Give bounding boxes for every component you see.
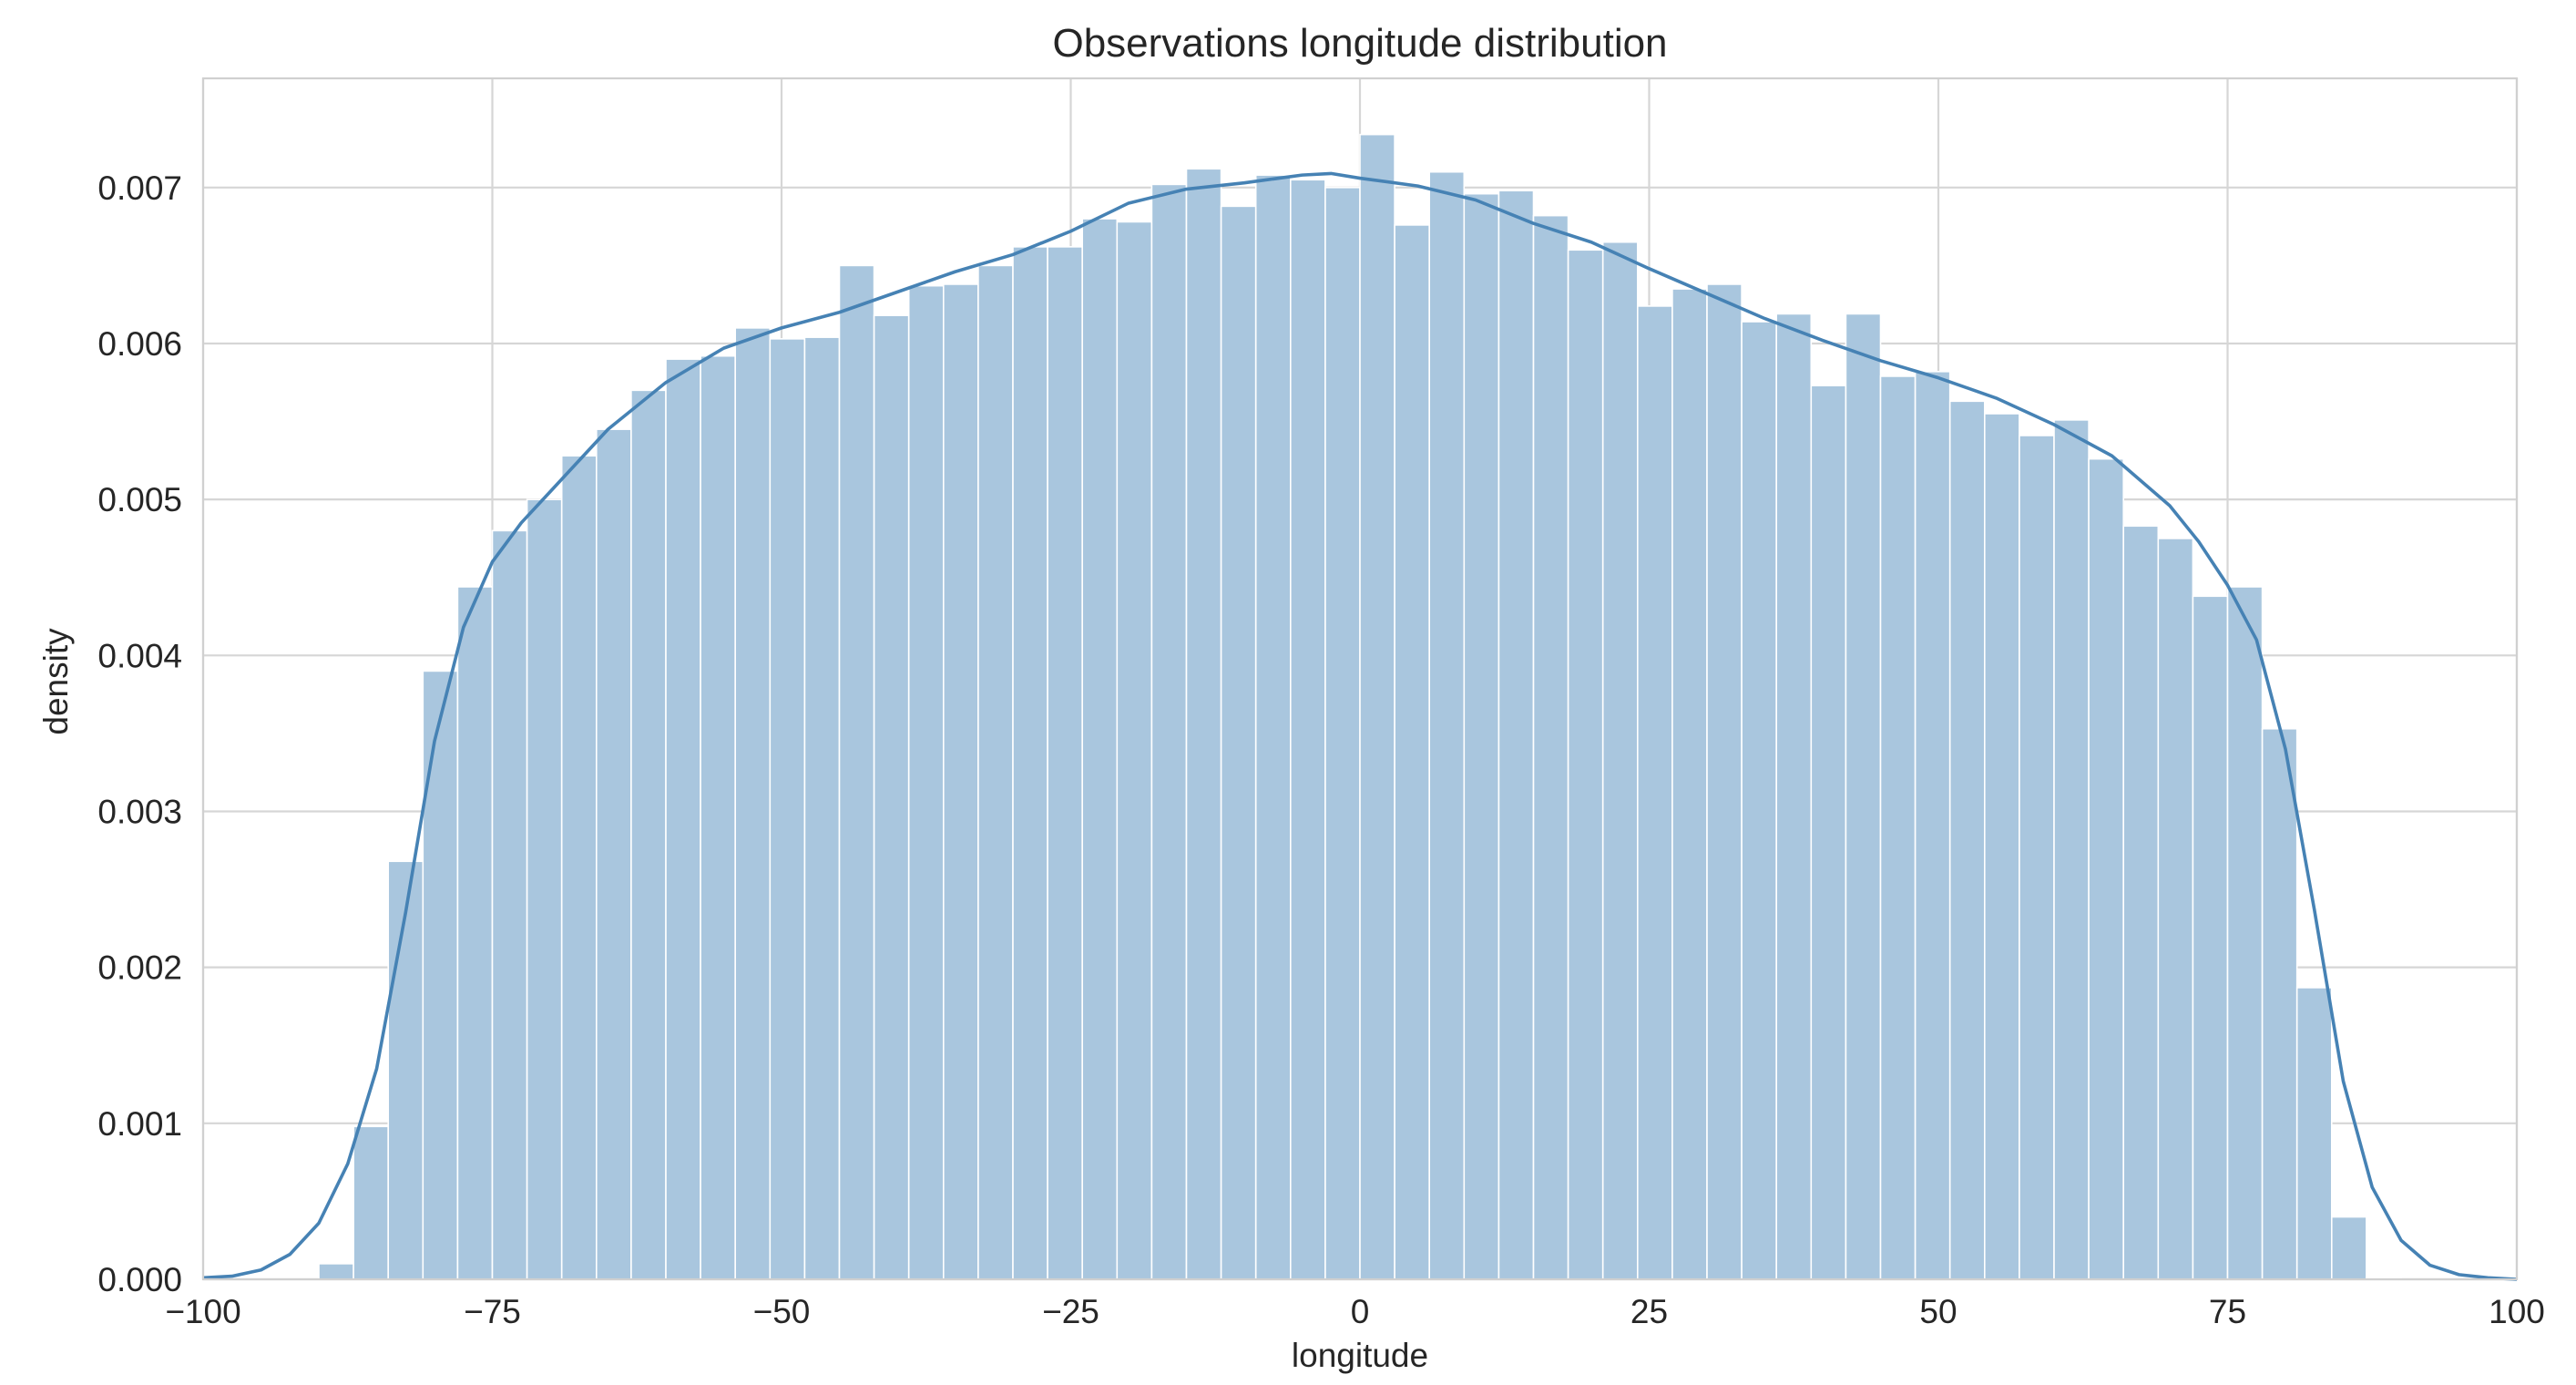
histogram-bar	[838, 264, 875, 1280]
y-tick-label: 0.004	[97, 637, 182, 674]
histogram-bar	[2261, 727, 2298, 1280]
histogram-bar	[1116, 221, 1153, 1280]
x-tick-label: 25	[1630, 1293, 1668, 1330]
histogram-bar	[1185, 168, 1222, 1280]
histogram-bar	[1532, 214, 1569, 1280]
histogram-bar	[1324, 187, 1361, 1280]
histogram-bar	[630, 389, 667, 1280]
histogram-bar	[803, 336, 841, 1280]
histogram-bar	[977, 264, 1014, 1280]
histogram-bar	[387, 860, 424, 1280]
histogram-bar	[2088, 457, 2125, 1280]
histogram-bar	[1845, 313, 1882, 1280]
histogram-bar	[1706, 283, 1743, 1280]
plot-border	[201, 77, 2519, 1281]
histogram-bar	[1810, 385, 1847, 1280]
histogram-bar	[1879, 375, 1917, 1280]
histogram-bar	[2226, 586, 2264, 1280]
histogram-bar	[560, 455, 598, 1280]
histogram-bar	[1394, 224, 1430, 1280]
histogram-bar	[1150, 183, 1188, 1280]
histogram-bar	[2157, 538, 2194, 1280]
histogram-bar	[318, 1263, 354, 1280]
histogram-bar	[1220, 205, 1257, 1280]
histogram-bar	[1671, 288, 1708, 1280]
histogram-bar	[1463, 192, 1500, 1280]
y-tick-label: 0.002	[97, 949, 182, 987]
histogram-bar	[1012, 246, 1048, 1280]
histogram-bar	[2019, 435, 2055, 1280]
x-axis-label: longitude	[1292, 1337, 1428, 1374]
histogram-bar	[1428, 170, 1466, 1280]
x-tick-label: −50	[753, 1293, 811, 1330]
histogram-bar	[1498, 190, 1535, 1280]
histogram-bar	[1601, 241, 1639, 1280]
histogram-bar	[943, 283, 979, 1280]
y-axis-label: density	[37, 628, 75, 735]
histogram-bar	[1775, 313, 1813, 1280]
y-tick-label: 0.007	[97, 169, 182, 207]
histogram-bar	[1047, 246, 1083, 1280]
histogram-bar	[1254, 174, 1292, 1280]
histogram-bar	[700, 354, 736, 1280]
histogram-bar	[873, 314, 910, 1280]
histogram-bar	[1948, 400, 1986, 1280]
y-tick-label: 0.003	[97, 793, 182, 830]
y-tick-label: 0.000	[97, 1261, 182, 1298]
histogram-bar	[2295, 987, 2333, 1280]
y-tick-label: 0.006	[97, 325, 182, 363]
histogram-bar	[2192, 595, 2229, 1280]
histogram-bar	[1290, 179, 1326, 1280]
x-tick-label: 50	[1919, 1293, 1957, 1330]
histogram-bar	[1637, 305, 1673, 1280]
y-tick-label: 0.005	[97, 481, 182, 518]
histogram-bar	[1741, 321, 1777, 1280]
histogram-bar	[1914, 370, 1951, 1280]
kde-curve-group	[202, 171, 2518, 1281]
chart-title: Observations longitude distribution	[1052, 21, 1667, 66]
y-tick-label: 0.001	[97, 1105, 182, 1143]
histogram-bar	[1081, 218, 1119, 1280]
histogram-bar	[907, 284, 945, 1280]
histogram-bar	[2122, 525, 2160, 1280]
histogram-bar	[769, 338, 806, 1280]
histogram-bar	[1567, 249, 1604, 1280]
histogram-bar	[353, 1125, 390, 1280]
x-tick-label: 0	[1351, 1293, 1370, 1330]
histogram-bar	[2053, 419, 2090, 1280]
histogram-bar	[734, 327, 772, 1280]
x-tick-label: 75	[2209, 1293, 2246, 1330]
histogram-bar	[491, 529, 528, 1280]
histogram-bar	[595, 428, 632, 1280]
histogram-bar	[526, 498, 563, 1280]
histogram-bar	[456, 586, 494, 1280]
histogram-bar	[422, 670, 459, 1280]
tick-labels: −100 −75 −50 −25 0 25 50 75 100 0.000 0.001 0.002 0.…	[97, 169, 2544, 1330]
x-tick-label: 100	[2489, 1293, 2545, 1330]
x-tick-label: −100	[165, 1293, 240, 1330]
histogram-bar	[665, 358, 701, 1280]
x-tick-label: −75	[464, 1293, 521, 1330]
plot-frame	[201, 77, 2519, 1281]
histogram-bar	[1359, 133, 1395, 1280]
kde-line	[202, 171, 2518, 1281]
x-tick-label: −25	[1042, 1293, 1099, 1330]
histogram-bar	[1984, 413, 2020, 1280]
histogram-bar	[2331, 1216, 2367, 1280]
histogram-bars	[318, 133, 2402, 1280]
